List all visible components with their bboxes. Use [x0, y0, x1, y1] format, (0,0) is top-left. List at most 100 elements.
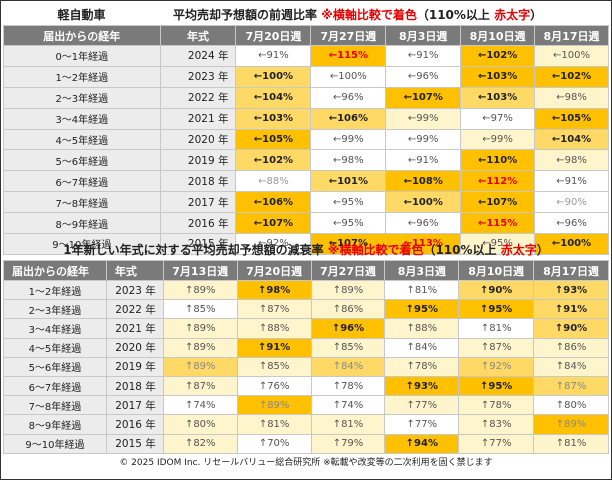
table-row: 3～4年経過 2021 年 ←103% ←106% ←99% ←97% ←105% — [3, 107, 609, 130]
weekly-ratio-header-row: 届出からの経年 年式 7月20日週 7月27日週 8月3日週 8月10日週 8月17日週 — [3, 25, 609, 46]
weekly-ratio-value-cell: ←96% — [385, 65, 462, 88]
model-year-cell: 2020 年 — [105, 337, 164, 358]
decay-rate-value-cell: ↑89% — [533, 414, 609, 435]
weekly-ratio-value-cell: ←104% — [534, 128, 609, 151]
decay-rate-value-cell: ↑87% — [533, 375, 609, 397]
weekly-ratio-value-cell: ←107% — [460, 191, 536, 214]
decay-rate-value-cell: ↑81% — [236, 414, 312, 435]
decay-rate-title-text: 1年新しい年式に対する平均売却予想額の減衰率 — [63, 243, 328, 257]
weekly-ratio-value-cell: ←98% — [310, 149, 387, 172]
elapsed-years-label: 8～9年経過 — [3, 212, 161, 235]
elapsed-years-label: 9～10年経過 — [3, 433, 107, 454]
decay-rate-value-cell: ↑85% — [162, 299, 238, 320]
model-year-cell: 2018 年 — [159, 170, 237, 193]
weekly-ratio-value-cell: ←107% — [385, 86, 462, 109]
elapsed-years-label: 6～7年経過 — [3, 375, 107, 397]
decay-rate-value-cell: ↑89% — [310, 279, 386, 301]
weekly-ratio-value-cell: ←105% — [235, 128, 312, 151]
weekly-ratio-value-cell: ←112% — [460, 170, 536, 193]
weekly-ratio-value-cell: ←99% — [385, 107, 462, 130]
elapsed-years-label: 9～10年経過 — [3, 233, 161, 255]
table-row: 7～8年経過 2017 年 ←106% ←95% ←100% ←107% ←90% — [3, 191, 609, 214]
weekly-ratio-title-row: 軽自動車 平均売却予想額の前週比率 ※横軸比較で着色（110%以上 赤太字） — [3, 5, 609, 25]
model-year-cell: 2021 年 — [105, 318, 164, 339]
decay-rate-value-cell: ↑93% — [533, 279, 609, 301]
weekly-ratio-value-cell: ←113% — [385, 233, 462, 255]
weekly-ratio-value-cell: ←96% — [534, 212, 609, 235]
decay-rate-value-cell: ↑81% — [533, 433, 609, 454]
decay-rate-value-cell: ↑84% — [533, 356, 609, 377]
model-year-cell: 2023 年 — [105, 279, 164, 301]
decay-rate-value-cell: ↑86% — [310, 299, 386, 320]
decay-rate-section: 1年新しい年式に対する平均売却予想額の減衰率 ※横軸比較で着色（110%以上 赤… — [3, 240, 609, 454]
table-row: 1～2年経過 2023 年 ↑89% ↑98% ↑89% ↑81% ↑90% ↑93% — [3, 279, 609, 301]
elapsed-years-label: 1～2年経過 — [3, 65, 161, 88]
decay-rate-value-cell: ↑78% — [384, 356, 460, 377]
copyright-footer: © 2025 IDOM Inc. リセールバリュー総合研究所 ※転載や改変等の二… — [119, 458, 493, 468]
table-row: 6～7年経過 2018 年 ↑87% ↑76% ↑78% ↑93% ↑95% ↑87% — [3, 375, 609, 397]
table-row: 1～2年経過 2023 年 ←100% ←100% ←96% ←103% ←102% — [3, 65, 609, 88]
decay-rate-value-cell: ↑89% — [162, 337, 238, 358]
weekly-ratio-value-cell: ←100% — [235, 65, 312, 88]
weekly-ratio-value-cell: ←107% — [235, 212, 312, 235]
decay-rate-value-cell: ↑89% — [162, 318, 238, 339]
table-row: 5～6年経過 2019 年 ↑89% ↑85% ↑84% ↑78% ↑92% ↑84% — [3, 356, 609, 377]
decay-rate-value-cell: ↑93% — [384, 375, 460, 397]
weekly-ratio-value-cell: ←95% — [310, 191, 387, 214]
decay-rate-header-2: 7月13日週 — [162, 260, 238, 281]
weekly-ratio-value-cell: ←100% — [310, 65, 387, 88]
elapsed-years-label: 4～5年経過 — [3, 128, 161, 151]
elapsed-years-label: 0～1年経過 — [3, 45, 161, 67]
decay-rate-header-5: 8月3日週 — [384, 260, 460, 281]
decay-rate-value-cell: ↑83% — [458, 414, 535, 435]
decay-rate-value-cell: ↑95% — [458, 299, 535, 320]
decay-rate-value-cell: ↑80% — [533, 395, 609, 416]
decay-rate-value-cell: ↑90% — [533, 318, 609, 339]
weekly-ratio-value-cell: ←92% — [235, 233, 312, 255]
weekly-ratio-value-cell: ←100% — [534, 45, 609, 67]
weekly-ratio-value-cell: ←103% — [460, 86, 536, 109]
decay-rate-value-cell: ↑88% — [384, 318, 460, 339]
model-year-cell: 2016 年 — [105, 414, 164, 435]
decay-rate-value-cell: ↑86% — [533, 337, 609, 358]
decay-rate-value-cell: ↑95% — [458, 375, 535, 397]
weekly-ratio-value-cell: ←101% — [310, 170, 387, 193]
decay-rate-value-cell: ↑87% — [162, 375, 238, 397]
weekly-ratio-header-1: 年式 — [159, 25, 237, 46]
decay-rate-value-cell: ↑84% — [310, 356, 386, 377]
weekly-ratio-value-cell: ←98% — [534, 149, 609, 172]
model-year-cell: 2022 年 — [105, 299, 164, 320]
weekly-ratio-value-cell: ←91% — [235, 45, 312, 67]
decay-rate-value-cell: ↑74% — [162, 395, 238, 416]
weekly-ratio-title: 平均売却予想額の前週比率 ※横軸比較で着色（110%以上 赤太字） — [173, 5, 542, 25]
elapsed-years-label: 1～2年経過 — [3, 279, 107, 301]
decay-rate-value-cell: ↑91% — [236, 337, 312, 358]
table-row: 5～6年経過 2019 年 ←102% ←98% ←91% ←110% ←98% — [3, 149, 609, 172]
decay-rate-value-cell: ↑84% — [384, 337, 460, 358]
table-row: 0～1年経過 2024 年 ←91% ←115% ←91% ←102% ←100% — [3, 45, 609, 67]
table-row: 7～8年経過 2017 年 ↑74% ↑89% ↑74% ↑77% ↑78% ↑80% — [3, 395, 609, 416]
decay-rate-value-cell: ↑98% — [236, 279, 312, 301]
decay-rate-value-cell: ↑81% — [458, 318, 535, 339]
weekly-ratio-value-cell: ←102% — [460, 45, 536, 67]
model-year-cell: 2024 年 — [159, 45, 237, 67]
weekly-ratio-value-cell: ←96% — [310, 86, 387, 109]
decay-rate-value-cell: ↑89% — [162, 279, 238, 301]
model-year-cell: 2015 年 — [105, 433, 164, 454]
decay-rate-value-cell: ↑85% — [236, 356, 312, 377]
model-year-cell: 2023 年 — [159, 65, 237, 88]
table-row: 8～9年経過 2016 年 ↑80% ↑81% ↑81% ↑77% ↑83% ↑89% — [3, 414, 609, 435]
decay-rate-value-cell: ↑77% — [384, 395, 460, 416]
decay-rate-header-4: 7月27日週 — [310, 260, 386, 281]
table-row: 9～10年経過 2015 年 ↑82% ↑70% ↑79% ↑94% ↑77% ↑81% — [3, 433, 609, 454]
elapsed-years-label: 3～4年経過 — [3, 107, 161, 130]
vehicle-category-label: 軽自動車 — [57, 8, 106, 22]
decay-rate-value-cell: ↑77% — [458, 433, 535, 454]
decay-rate-title-red-bold: 赤太字 — [500, 243, 537, 257]
elapsed-years-label: 4～5年経過 — [3, 337, 107, 358]
weekly-ratio-value-cell: ←91% — [534, 170, 609, 193]
decay-rate-title: 1年新しい年式に対する平均売却予想額の減衰率 ※横軸比較で着色（110%以上 赤… — [3, 240, 609, 260]
table-row: 9～10年経過 2015 年 ←92% ←107% ←113% ←95% ←100% — [3, 233, 609, 255]
weekly-ratio-value-cell: ←95% — [460, 233, 536, 255]
model-year-cell: 2020 年 — [159, 128, 237, 151]
